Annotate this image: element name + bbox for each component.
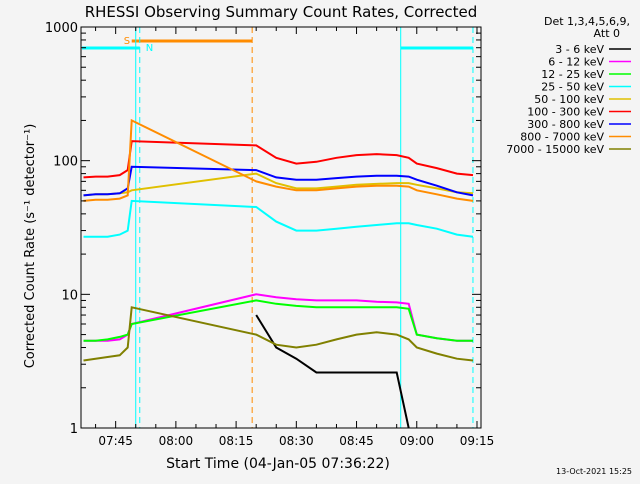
x-tick-label: 07:45	[98, 434, 133, 448]
y-axis-label: Corrected Count Rate (s⁻¹ detector⁻¹)	[23, 124, 38, 369]
x-tick-label: 08:30	[279, 434, 314, 448]
y-axis: 1 10 100 1000	[45, 21, 481, 437]
y-tick-label: 100	[53, 155, 78, 170]
y-tick-label: 1000	[45, 21, 78, 36]
legend-header-line-1: Det 1,3,4,5,6,9,	[544, 15, 630, 28]
legend-label: 7000 - 15000 keV	[506, 143, 604, 156]
legend-label: 50 - 100 keV	[534, 93, 604, 106]
series-lines	[83, 118, 474, 429]
legend-label: 300 - 800 keV	[527, 118, 604, 131]
series-line	[83, 306, 474, 362]
x-tick-label: 08:45	[339, 434, 374, 448]
x-tick-label: 08:00	[159, 434, 194, 448]
x-tick-label: 09:15	[460, 434, 495, 448]
series-line	[83, 140, 474, 179]
legend-label: 800 - 7000 keV	[520, 131, 604, 144]
series-line	[255, 314, 410, 429]
y-tick-label: 1	[70, 422, 78, 437]
legend-header-line-2: Att 0	[594, 27, 620, 40]
flag-label: N	[146, 43, 153, 54]
series-line	[83, 199, 474, 238]
footer-date: 13-Oct-2021 15:25	[556, 467, 632, 476]
flag-label: S	[124, 36, 130, 47]
vertical-markers	[135, 27, 474, 428]
x-axis-label: Start Time (04-Jan-05 07:36:22)	[166, 456, 390, 472]
chart-title: RHESSI Observing Summary Count Rates, Co…	[85, 3, 478, 21]
legend-label: 6 - 12 keV	[548, 56, 604, 69]
legend-label: 3 - 6 keV	[555, 43, 604, 56]
x-tick-label: 08:15	[219, 434, 254, 448]
legend-label: 25 - 50 keV	[541, 81, 604, 94]
series-line	[83, 299, 473, 342]
observing-flags: SN	[82, 36, 473, 54]
legend-label: 12 - 25 keV	[541, 68, 604, 81]
y-tick-label: 10	[61, 288, 78, 303]
legend-label: 100 - 300 keV	[527, 106, 604, 119]
x-axis: 07:45 08:00 08:15 08:30 08:45 09:00 09:15	[95, 27, 495, 448]
series-line	[83, 165, 474, 197]
plot-frame	[80, 26, 482, 429]
series-line	[83, 118, 474, 202]
x-tick-label: 09:00	[399, 434, 434, 448]
